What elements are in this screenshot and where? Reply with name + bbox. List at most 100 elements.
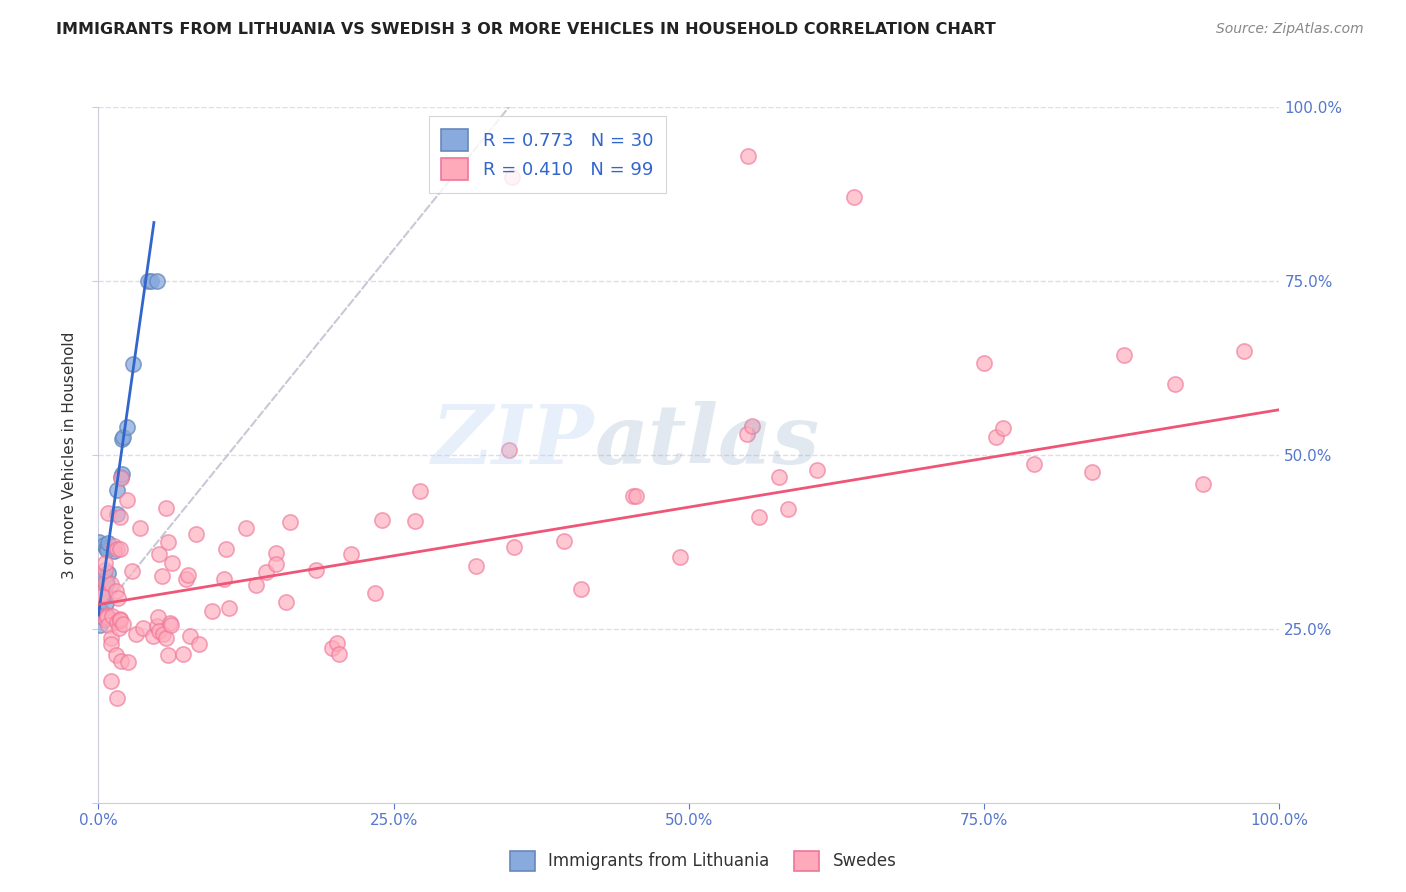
- Point: [159, 615, 181, 630]
- Point: [105, 483, 128, 497]
- Point: [364, 586, 387, 600]
- Point: [121, 564, 143, 578]
- Point: [747, 510, 769, 524]
- Point: [157, 534, 180, 549]
- Point: [266, 557, 288, 571]
- Point: [100, 674, 122, 689]
- Point: [100, 609, 122, 624]
- Point: [94, 556, 117, 570]
- Point: [986, 430, 1008, 444]
- Point: [105, 615, 128, 629]
- Point: [108, 613, 131, 627]
- Point: [155, 631, 177, 645]
- Point: [96, 575, 118, 590]
- Point: [321, 641, 343, 656]
- Point: [844, 190, 866, 204]
- Point: [184, 527, 207, 541]
- Point: [108, 510, 131, 524]
- Point: [409, 483, 432, 498]
- Point: [117, 656, 139, 670]
- Point: [94, 574, 117, 589]
- Point: [778, 502, 800, 516]
- Point: [148, 547, 170, 561]
- Point: [371, 513, 394, 527]
- Point: [245, 578, 267, 592]
- Point: [104, 583, 127, 598]
- Point: [100, 631, 122, 645]
- Point: [93, 563, 115, 577]
- Y-axis label: 3 or more Vehicles in Household: 3 or more Vehicles in Household: [62, 331, 77, 579]
- Point: [806, 463, 828, 477]
- Point: [768, 470, 790, 484]
- Text: atlas: atlas: [595, 401, 820, 481]
- Point: [103, 544, 125, 558]
- Point: [93, 568, 115, 582]
- Point: [991, 421, 1014, 435]
- Point: [129, 521, 152, 535]
- Point: [179, 629, 201, 643]
- Point: [280, 515, 302, 529]
- Point: [115, 493, 138, 508]
- Point: [553, 534, 575, 549]
- Point: [93, 574, 115, 589]
- Point: [148, 624, 170, 639]
- Point: [90, 588, 112, 602]
- Point: [96, 566, 118, 580]
- Point: [328, 647, 350, 661]
- Point: [150, 569, 173, 583]
- Point: [96, 609, 118, 624]
- Point: [152, 627, 174, 641]
- Point: [105, 507, 128, 521]
- Point: [111, 467, 134, 481]
- Point: [264, 546, 287, 560]
- Point: [94, 580, 117, 594]
- Point: [215, 541, 238, 556]
- Point: [502, 540, 524, 554]
- Point: [1192, 477, 1215, 491]
- Point: [145, 619, 167, 633]
- Point: [201, 604, 224, 618]
- Point: [569, 582, 592, 596]
- Text: Source: ZipAtlas.com: Source: ZipAtlas.com: [1216, 22, 1364, 37]
- Point: [104, 648, 127, 662]
- Point: [110, 470, 132, 484]
- Point: [90, 579, 112, 593]
- Point: [94, 596, 117, 610]
- Point: [148, 610, 170, 624]
- Point: [1164, 376, 1187, 391]
- Point: [735, 426, 758, 441]
- Point: [93, 538, 115, 552]
- Point: [100, 637, 122, 651]
- Point: [125, 627, 148, 641]
- Point: [218, 601, 240, 615]
- Point: [108, 541, 131, 556]
- Point: [187, 638, 209, 652]
- Point: [96, 608, 118, 623]
- Point: [97, 618, 120, 632]
- Point: [136, 274, 159, 288]
- Point: [96, 543, 118, 558]
- Point: [96, 609, 118, 624]
- Legend: Immigrants from Lithuania, Swedes: Immigrants from Lithuania, Swedes: [502, 842, 904, 880]
- Point: [115, 420, 138, 434]
- Point: [973, 355, 995, 369]
- Point: [105, 690, 128, 705]
- Point: [276, 595, 298, 609]
- Point: [141, 274, 163, 288]
- Point: [90, 587, 112, 601]
- Point: [110, 654, 132, 668]
- Point: [146, 274, 169, 288]
- Point: [94, 578, 117, 592]
- Point: [96, 506, 118, 520]
- Point: [90, 604, 112, 618]
- Point: [212, 572, 235, 586]
- Point: [172, 647, 194, 661]
- Point: [741, 418, 763, 433]
- Point: [464, 559, 486, 574]
- Point: [1022, 457, 1045, 471]
- Point: [304, 563, 326, 577]
- Point: [111, 433, 134, 447]
- Point: [669, 549, 692, 564]
- Point: [96, 541, 118, 556]
- Point: [111, 430, 134, 444]
